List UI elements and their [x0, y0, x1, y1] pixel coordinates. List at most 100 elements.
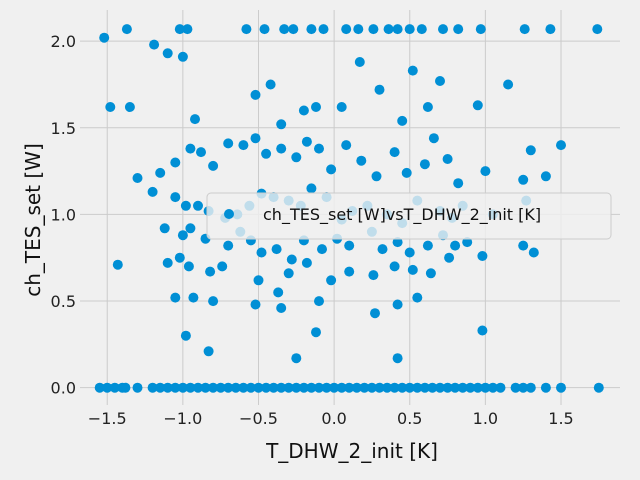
- data-point: [291, 353, 302, 364]
- data-point: [174, 252, 185, 263]
- data-point: [477, 251, 488, 261]
- data-point: [230, 382, 241, 393]
- data-point: [314, 382, 324, 393]
- data-point: [450, 240, 461, 251]
- data-point: [170, 292, 181, 303]
- data-point: [592, 24, 603, 35]
- data-point: [259, 24, 270, 35]
- data-point: [377, 244, 388, 255]
- data-point: [174, 24, 185, 35]
- data-point: [250, 299, 261, 310]
- data-point: [276, 382, 287, 393]
- data-point: [112, 259, 123, 270]
- data-point: [159, 223, 170, 234]
- data-point: [353, 24, 364, 35]
- data-point: [412, 292, 423, 303]
- data-point: [422, 240, 433, 251]
- data-point: [132, 382, 143, 393]
- data-point: [354, 57, 365, 67]
- data-point: [223, 240, 234, 251]
- data-point: [407, 264, 418, 275]
- data-point: [556, 140, 566, 151]
- data-point: [99, 32, 110, 43]
- data-point: [389, 147, 400, 158]
- data-point: [276, 143, 287, 154]
- data-point: [185, 223, 196, 234]
- data-point: [422, 102, 433, 112]
- data-point: [453, 178, 464, 189]
- data-point: [182, 24, 193, 35]
- y-tick-label: 0.0: [51, 379, 76, 398]
- data-point: [250, 89, 261, 100]
- data-point: [253, 275, 264, 286]
- data-point: [271, 244, 282, 255]
- data-point: [155, 382, 166, 393]
- legend-box: [206, 192, 612, 240]
- data-point: [283, 382, 294, 393]
- data-point: [356, 155, 367, 166]
- data-point: [314, 296, 324, 307]
- data-point: [208, 382, 219, 393]
- data-point: [368, 24, 379, 35]
- data-point: [344, 382, 355, 393]
- data-point: [291, 152, 302, 163]
- data-point: [109, 382, 120, 393]
- data-point: [253, 382, 264, 393]
- data-point: [276, 119, 287, 130]
- data-point: [185, 382, 196, 393]
- data-point: [477, 325, 488, 336]
- data-point: [223, 382, 234, 393]
- data-point: [480, 166, 491, 177]
- data-point: [397, 115, 408, 126]
- data-point: [528, 247, 539, 258]
- y-tick-label: 0.5: [51, 292, 76, 311]
- data-point: [359, 382, 370, 393]
- data-point: [412, 382, 423, 393]
- data-point: [317, 244, 327, 255]
- data-point: [427, 382, 438, 393]
- data-point: [465, 382, 476, 393]
- data-point: [344, 266, 355, 277]
- x-axis-label: T_DHW_2_init [K]: [265, 439, 438, 463]
- data-point: [368, 270, 379, 281]
- data-point: [121, 24, 132, 35]
- data-point: [438, 24, 448, 35]
- data-point: [170, 157, 181, 168]
- data-point: [341, 24, 352, 35]
- data-point: [404, 247, 415, 258]
- data-point: [177, 230, 188, 241]
- data-point: [291, 382, 302, 393]
- data-point: [162, 257, 173, 268]
- data-point: [444, 252, 455, 263]
- data-point: [301, 136, 312, 147]
- data-point: [265, 79, 276, 90]
- data-point: [170, 382, 181, 393]
- tick-labels: −1.5 −1.0 −0.5 0.0 0.5 1.0 1.5 0.0 0.5 1.0 1.5 2.0: [51, 32, 574, 428]
- data-point: [435, 76, 445, 86]
- data-point: [392, 237, 403, 248]
- y-tick-label: 2.0: [51, 32, 76, 51]
- data-point: [392, 299, 403, 310]
- data-point: [487, 382, 498, 393]
- data-point: [298, 382, 309, 393]
- data-point: [457, 382, 468, 393]
- data-point: [180, 200, 191, 211]
- data-point: [540, 171, 551, 182]
- data-point: [392, 353, 403, 364]
- data-point: [593, 382, 604, 393]
- data-point: [366, 382, 377, 393]
- data-point: [306, 24, 317, 35]
- data-point: [428, 133, 439, 144]
- data-point: [518, 240, 529, 251]
- data-point: [416, 24, 427, 35]
- data-point: [193, 200, 203, 211]
- data-point: [525, 382, 536, 393]
- data-point: [326, 275, 337, 286]
- data-point: [105, 102, 116, 112]
- data-point: [450, 382, 461, 393]
- data-point: [389, 382, 400, 393]
- data-point: [155, 167, 166, 178]
- data-point: [371, 171, 382, 182]
